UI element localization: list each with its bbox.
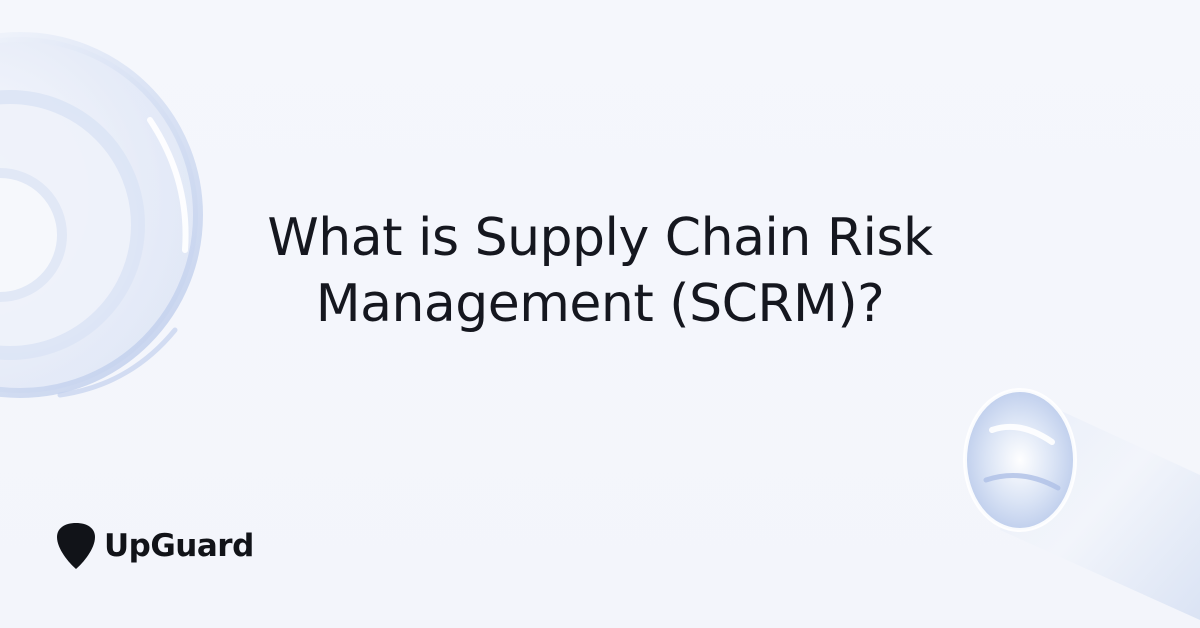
- page-title-line-2: Management (SCRM)?: [315, 274, 885, 334]
- brand-logo: UpGuard: [56, 522, 254, 570]
- page-title-line-1: What is Supply Chain Risk: [267, 208, 933, 268]
- guitar-pick-icon: [57, 523, 95, 569]
- page-title: What is Supply Chain Risk Management (SC…: [150, 205, 1050, 337]
- glass-rings-icon: [0, 32, 203, 398]
- glass-cylinder-icon: [963, 388, 1200, 620]
- brand-name: UpGuard: [104, 528, 254, 564]
